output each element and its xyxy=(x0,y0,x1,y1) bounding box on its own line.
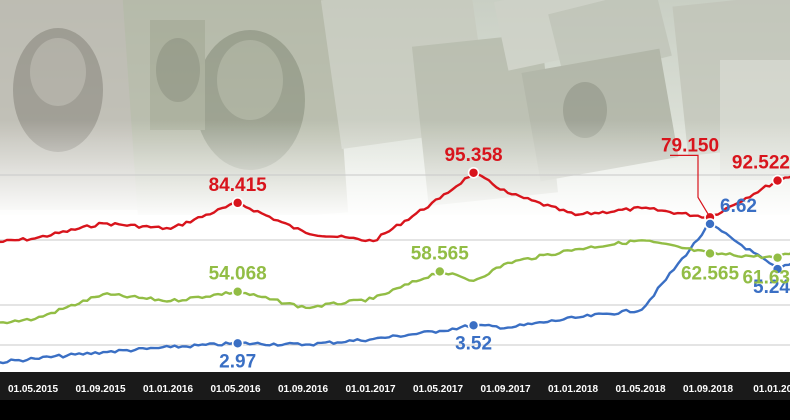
x-tick-label: 01.05.2018 xyxy=(615,384,665,395)
x-tick-label: 01.09.2017 xyxy=(480,384,530,395)
x-tick-label: 01.01.2016 xyxy=(143,384,193,395)
data-label: 95.358 xyxy=(444,145,502,166)
series-markers xyxy=(231,166,784,350)
x-axis-band xyxy=(0,372,790,400)
x-tick-label: 01.05.2016 xyxy=(210,384,260,395)
series-line-2 xyxy=(0,239,790,325)
data-point-marker xyxy=(433,265,446,278)
x-tick-label: 01.09.2015 xyxy=(75,384,125,395)
data-label: 92.522 xyxy=(732,153,790,174)
data-point-marker xyxy=(704,247,716,260)
x-tick-label: 01.05.2017 xyxy=(413,384,463,395)
data-point-marker xyxy=(467,166,480,179)
series-line-1 xyxy=(0,222,790,365)
data-point-marker xyxy=(771,174,784,187)
gridlines xyxy=(0,174,790,346)
data-label: 5.24 xyxy=(753,277,790,298)
data-point-marker xyxy=(231,337,244,350)
data-point-marker xyxy=(704,218,716,230)
data-label: 62.565 xyxy=(681,263,740,284)
x-tick-label: 01.01.2017 xyxy=(345,384,395,395)
x-tick-label: 01.09.2016 xyxy=(278,384,328,395)
series-lines xyxy=(0,171,790,365)
x-tick-label: 01.09.2018 xyxy=(683,384,733,395)
data-point-marker xyxy=(771,263,784,275)
data-point-marker xyxy=(771,251,784,264)
data-point-marker xyxy=(231,197,244,209)
x-axis-bar xyxy=(0,372,790,400)
series-line-0 xyxy=(0,171,790,244)
data-label: 3.52 xyxy=(455,333,492,354)
label-leader-line xyxy=(670,154,711,218)
data-label: 61.63 xyxy=(742,268,790,289)
data-label: 58.565 xyxy=(411,243,470,264)
data-label: 2.97 xyxy=(219,351,256,372)
x-axis-ticks: 01.05.2015 01.09.2015 01.01.2016 01.05.2016… xyxy=(8,384,790,395)
x-tick-label: 01.05.2015 xyxy=(8,384,58,395)
data-label: 84.415 xyxy=(209,175,268,196)
data-label: 79.150 xyxy=(661,135,719,156)
x-tick-label: 01.01.2018 xyxy=(548,384,598,395)
x-tick-label: 01.01.201 xyxy=(753,384,790,395)
data-labels: 84.415 95.358 79.150 92.522 2.97 3.52 6.62 5.24… xyxy=(209,135,790,372)
data-point-marker xyxy=(231,285,244,298)
data-point-marker xyxy=(467,319,480,332)
data-label: 54.068 xyxy=(209,264,267,285)
data-label: 6.62 xyxy=(720,196,757,217)
